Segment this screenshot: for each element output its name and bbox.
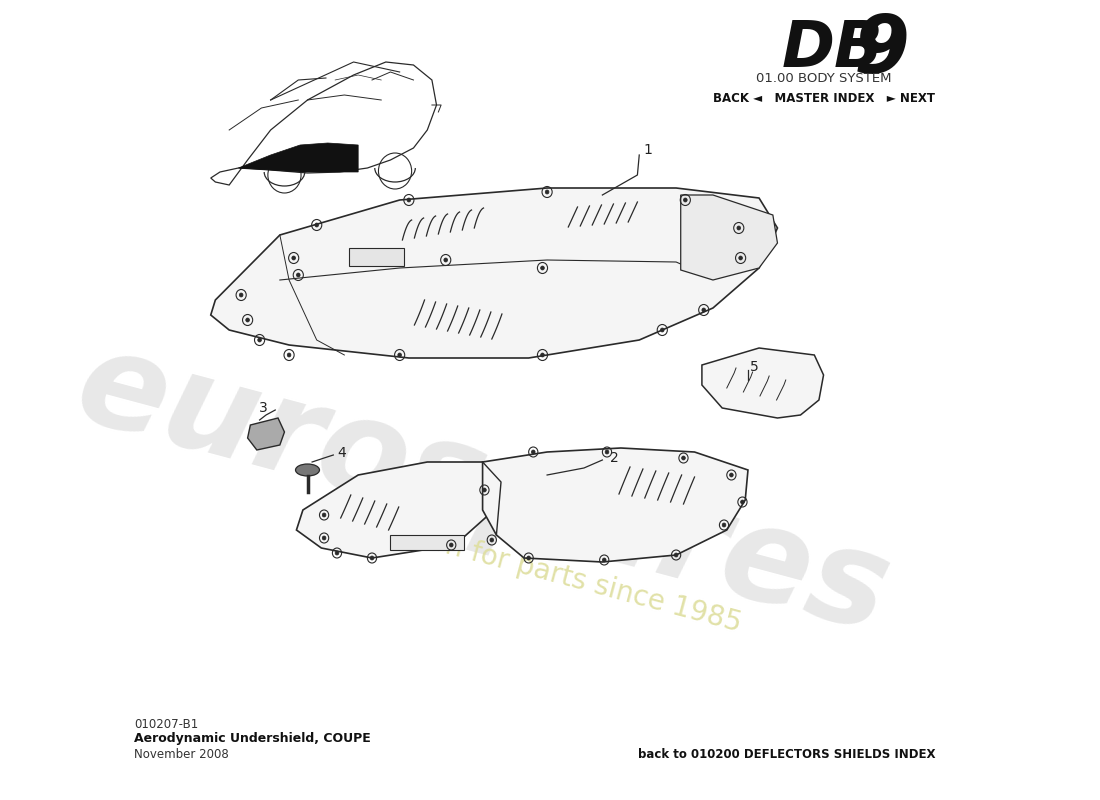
Text: a passion for parts since 1985: a passion for parts since 1985 [331, 502, 745, 638]
Circle shape [490, 538, 494, 542]
FancyBboxPatch shape [390, 535, 464, 550]
Circle shape [739, 256, 742, 260]
Polygon shape [483, 448, 748, 562]
Polygon shape [239, 143, 359, 172]
Circle shape [371, 556, 374, 560]
Circle shape [702, 308, 705, 312]
Circle shape [315, 223, 319, 227]
Circle shape [540, 266, 544, 270]
Text: eurospares: eurospares [63, 321, 902, 659]
Circle shape [740, 500, 745, 504]
Polygon shape [681, 195, 778, 280]
Circle shape [336, 551, 339, 555]
FancyBboxPatch shape [349, 248, 405, 266]
Circle shape [527, 556, 530, 560]
Circle shape [723, 523, 726, 527]
Text: back to 010200 DEFLECTORS SHIELDS INDEX: back to 010200 DEFLECTORS SHIELDS INDEX [638, 748, 935, 761]
Text: 4: 4 [337, 446, 345, 460]
Text: November 2008: November 2008 [134, 748, 229, 761]
Circle shape [257, 338, 262, 342]
Circle shape [240, 293, 243, 297]
Circle shape [292, 256, 296, 260]
Polygon shape [296, 462, 500, 558]
Circle shape [729, 473, 734, 477]
Text: 2: 2 [609, 451, 618, 465]
Text: BACK ◄   MASTER INDEX   ► NEXT: BACK ◄ MASTER INDEX ► NEXT [713, 92, 935, 105]
Circle shape [407, 198, 410, 202]
Circle shape [450, 543, 453, 547]
Text: 010207-B1: 010207-B1 [134, 718, 198, 731]
Circle shape [682, 456, 685, 460]
Text: DB: DB [782, 18, 883, 80]
Text: 1: 1 [644, 143, 652, 157]
Polygon shape [248, 418, 285, 450]
Text: 9: 9 [854, 12, 910, 90]
Circle shape [603, 558, 606, 562]
Circle shape [683, 198, 688, 202]
Ellipse shape [296, 464, 319, 476]
Circle shape [322, 536, 326, 540]
Circle shape [483, 488, 486, 492]
Text: 01.00 BODY SYSTEM: 01.00 BODY SYSTEM [756, 72, 891, 85]
Text: 3: 3 [258, 401, 267, 415]
Circle shape [674, 553, 678, 557]
Polygon shape [211, 188, 778, 358]
Circle shape [737, 226, 740, 230]
Text: Aerodynamic Undershield, COUPE: Aerodynamic Undershield, COUPE [134, 732, 371, 745]
Polygon shape [702, 348, 824, 418]
Text: 5: 5 [750, 360, 759, 374]
Circle shape [531, 450, 535, 454]
Circle shape [398, 353, 402, 357]
Circle shape [245, 318, 250, 322]
Circle shape [546, 190, 549, 194]
Circle shape [322, 513, 326, 517]
Circle shape [287, 353, 290, 357]
Circle shape [605, 450, 608, 454]
Circle shape [660, 328, 664, 332]
Circle shape [296, 273, 300, 277]
Circle shape [444, 258, 448, 262]
Circle shape [540, 353, 544, 357]
